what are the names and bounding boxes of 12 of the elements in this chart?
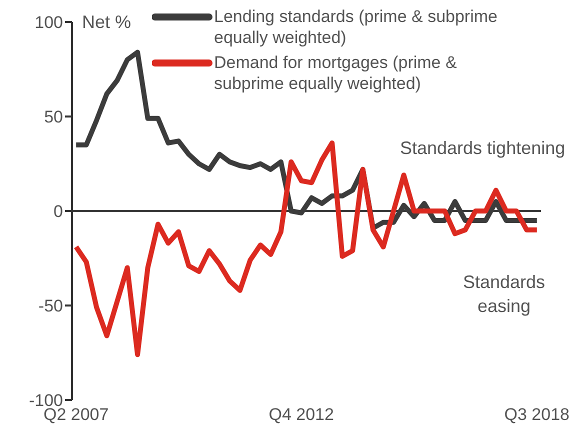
y-axis-title: Net % bbox=[82, 12, 132, 33]
x-tick-label: Q3 2018 bbox=[504, 405, 570, 424]
legend-label: Lending standards (prime & subprime equally weighted) bbox=[214, 6, 498, 48]
annotation: Standards tightening bbox=[400, 138, 566, 159]
y-tick-label: 50 bbox=[44, 108, 63, 127]
y-tick-label: -50 bbox=[38, 296, 63, 316]
legend-label: Demand for mortgages (prime & subprime equally weighted) bbox=[214, 52, 458, 94]
y-tick-label: 0 bbox=[54, 202, 63, 222]
x-tick-label: Q2 2007 bbox=[43, 405, 109, 424]
y-tick-label: 100 bbox=[34, 13, 63, 32]
x-tick-label: Q4 2012 bbox=[268, 405, 334, 424]
annotation: Standards easing bbox=[462, 271, 545, 318]
